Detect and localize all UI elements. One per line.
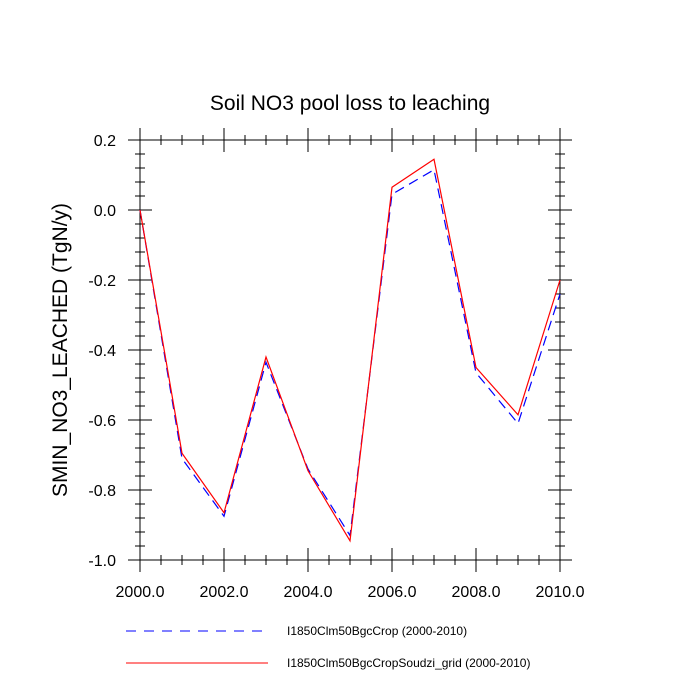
chart-title: Soil NO3 pool loss to leaching xyxy=(210,92,490,115)
major-ticks xyxy=(128,128,572,572)
legend-label-2: I1850Clm50BgcCropSoudzi_grid (2000-2010) xyxy=(287,656,530,670)
y-tick-label: -1.0 xyxy=(88,553,116,570)
x-axis-tick-labels: 2000.0 2002.0 2004.0 2006.0 2008.0 2010.0 xyxy=(116,584,585,601)
y-axis-tick-labels: 0.2 0.0 -0.2 -0.4 -0.6 -0.8 -1.0 xyxy=(88,133,116,570)
minor-ticks xyxy=(135,135,565,565)
y-tick-label: 0.2 xyxy=(94,133,116,150)
x-tick-label: 2002.0 xyxy=(200,584,249,601)
x-tick-label: 2004.0 xyxy=(284,584,333,601)
y-tick-label: 0.0 xyxy=(94,203,116,220)
series-lines xyxy=(139,158,561,543)
y-tick-label: -0.4 xyxy=(88,343,116,360)
y-tick-label: -0.2 xyxy=(88,273,116,290)
x-tick-label: 2000.0 xyxy=(116,584,165,601)
series-line-2 xyxy=(139,158,561,543)
y-tick-label: -0.6 xyxy=(88,413,116,430)
series-line-1 xyxy=(139,168,561,538)
y-tick-label: -0.8 xyxy=(88,483,116,500)
x-tick-label: 2006.0 xyxy=(368,584,417,601)
x-tick-label: 2008.0 xyxy=(452,584,501,601)
legend: I1850Clm50BgcCrop (2000-2010) I1850Clm50B… xyxy=(126,624,530,670)
y-axis-label: SMIN_NO3_LEACHED (TgN/y) xyxy=(49,203,72,497)
legend-label-1: I1850Clm50BgcCrop (2000-2010) xyxy=(287,624,467,638)
plot-frame xyxy=(139,139,561,561)
x-tick-label: 2010.0 xyxy=(536,584,585,601)
